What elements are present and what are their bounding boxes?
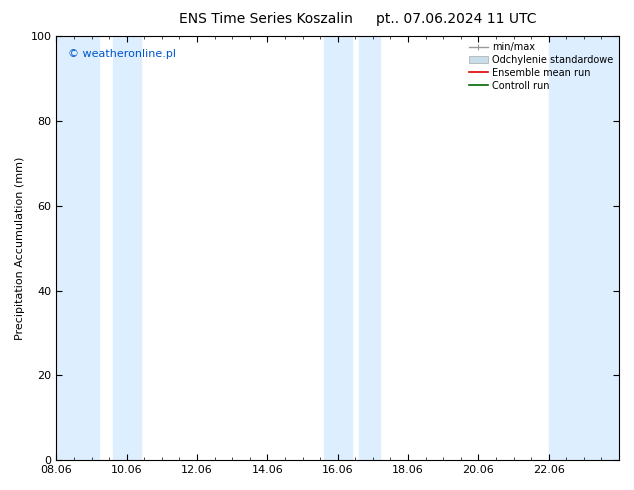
- Bar: [548, 36, 623, 460]
- Text: © weatheronline.pl: © weatheronline.pl: [68, 49, 176, 59]
- Legend: min/max, Odchylenie standardowe, Ensemble mean run, Controll run: min/max, Odchylenie standardowe, Ensembl…: [465, 38, 617, 95]
- Text: pt.. 07.06.2024 11 UTC: pt.. 07.06.2024 11 UTC: [376, 12, 537, 26]
- Bar: [323, 36, 352, 460]
- Y-axis label: Precipitation Accumulation (mm): Precipitation Accumulation (mm): [15, 156, 25, 340]
- Text: ENS Time Series Koszalin: ENS Time Series Koszalin: [179, 12, 353, 26]
- Bar: [113, 36, 141, 460]
- Bar: [55, 36, 99, 460]
- Bar: [359, 36, 380, 460]
